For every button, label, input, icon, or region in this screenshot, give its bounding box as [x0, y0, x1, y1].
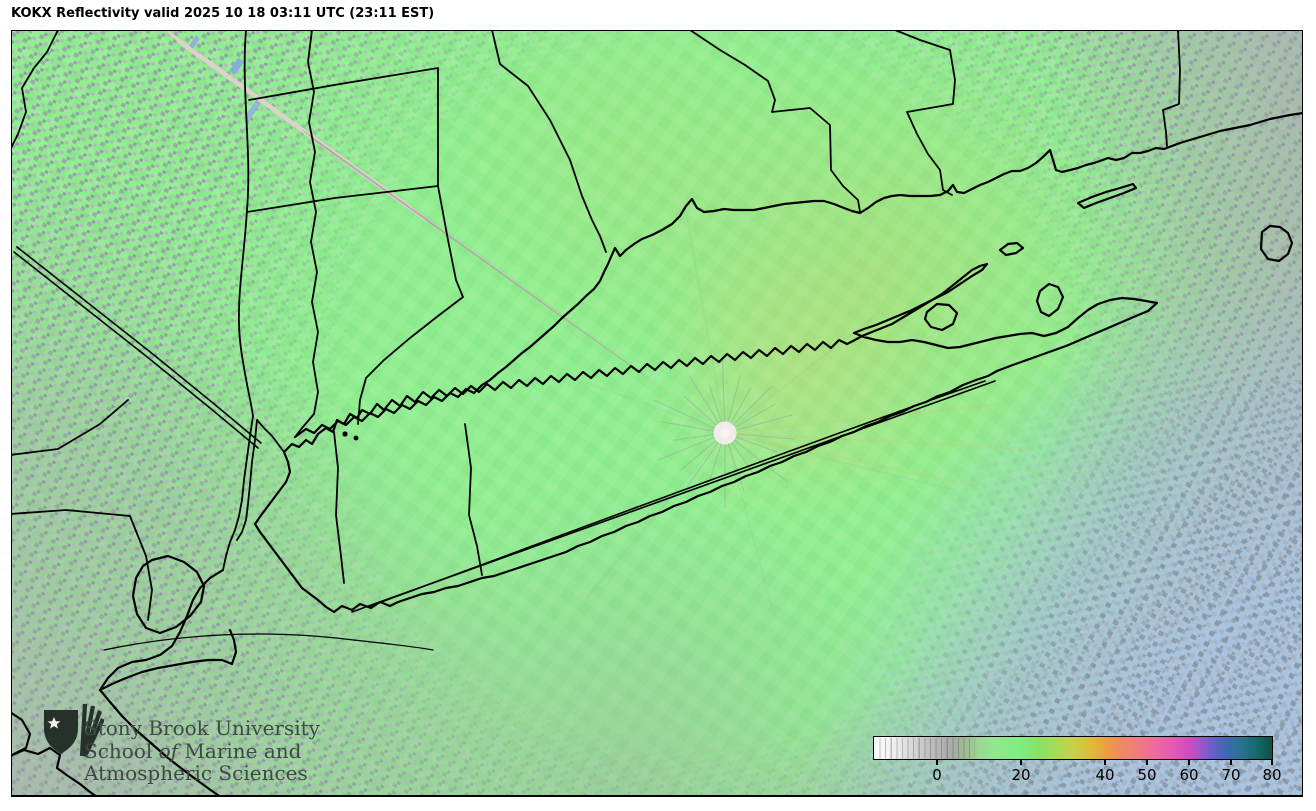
colorbar-step-lines — [874, 737, 975, 759]
colorbar-tick-label: 50 — [1137, 766, 1157, 784]
star-icon — [47, 717, 61, 729]
page-title: KOKX Reflectivity valid 2025 10 18 03:11… — [11, 6, 435, 21]
branding-line1: Stony Brook University — [84, 716, 320, 740]
branding-line3: Atmospheric Sciences — [84, 761, 308, 785]
radar-map-svg — [11, 30, 1303, 797]
colorbar-tick-label: 80 — [1262, 766, 1282, 784]
colorbar-tick-label: 0 — [932, 766, 942, 784]
colorbar-tick — [1020, 760, 1022, 765]
colorbar-tick — [936, 760, 938, 765]
colorbar-gradient — [873, 736, 1273, 760]
colorbar-tick-label: 40 — [1095, 766, 1115, 784]
reflectivity-colorbar: 0 20 40 50 60 70 80 — [873, 736, 1282, 796]
colorbar-tick — [1271, 760, 1273, 765]
colorbar-tick — [1146, 760, 1148, 765]
map-boundaries — [11, 30, 1303, 797]
colorbar-tick-label: 60 — [1179, 766, 1199, 784]
colorbar-tick — [1230, 760, 1232, 765]
branding-line2: School of Marine and — [84, 739, 302, 763]
stony-brook-shield-logo — [44, 703, 104, 757]
colorbar-tick — [1188, 760, 1190, 765]
radar-map — [10, 29, 1304, 798]
colorbar-tick — [1104, 760, 1106, 765]
noise-speckle-blue-layer — [700, 380, 1303, 797]
rays-icon — [79, 703, 104, 757]
map-border — [11, 30, 1303, 797]
colorbar-tick-label: 20 — [1011, 766, 1031, 784]
colorbar-tick-label: 70 — [1221, 766, 1241, 784]
